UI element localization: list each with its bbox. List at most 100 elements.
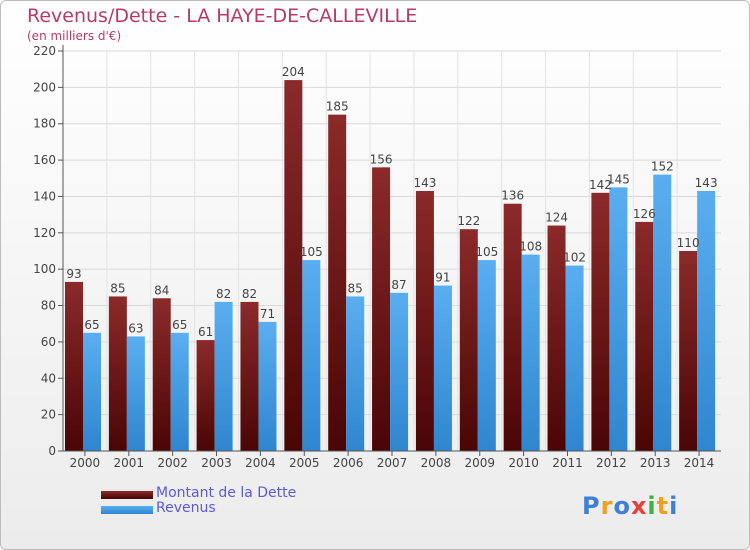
y-tick-label: 180	[33, 117, 56, 131]
bar-revenus	[609, 187, 628, 451]
data-label-dette: 82	[242, 287, 257, 301]
x-tick-label: 2005	[289, 456, 320, 470]
bar-revenus	[258, 321, 277, 451]
logo-letter: x	[630, 492, 648, 520]
bar-dette	[635, 221, 654, 451]
x-tick-label: 2002	[157, 456, 188, 470]
data-label-revenus: 108	[519, 240, 542, 254]
legend-label-revenus: Revenus	[156, 500, 216, 516]
data-label-dette: 136	[501, 189, 524, 203]
y-tick-label: 220	[33, 44, 56, 58]
y-tick-label: 100	[33, 262, 56, 276]
logo-letter: r	[600, 492, 614, 520]
data-label-dette: 185	[326, 100, 349, 114]
data-label-dette: 93	[66, 267, 81, 281]
legend-label-dette: Montant de la Dette	[156, 485, 297, 501]
data-label-dette: 84	[154, 283, 169, 297]
data-label-revenus: 145	[607, 172, 630, 186]
data-label-revenus: 71	[260, 307, 275, 321]
bar-revenus	[477, 260, 496, 451]
bar-dette	[65, 281, 83, 451]
bar-dette	[415, 191, 434, 451]
bar-dette	[240, 301, 259, 451]
data-label-revenus: 63	[128, 321, 143, 335]
data-label-dette: 204	[282, 65, 305, 79]
data-label-dette: 85	[110, 281, 125, 295]
data-label-revenus: 82	[216, 287, 231, 301]
bar-revenus	[346, 296, 365, 451]
bar-revenus	[214, 301, 233, 451]
y-tick-label: 40	[41, 371, 56, 385]
bar-dette	[108, 296, 127, 451]
bar-revenus	[170, 332, 189, 451]
data-label-dette: 124	[545, 211, 568, 225]
data-label-revenus: 87	[391, 278, 406, 292]
y-tick-label: 0	[48, 444, 56, 458]
bar-dette	[284, 80, 303, 451]
bar-revenus	[433, 285, 452, 451]
data-label-dette: 61	[198, 325, 213, 339]
bar-dette	[152, 298, 171, 451]
data-label-revenus: 152	[651, 160, 674, 174]
x-tick-label: 2006	[333, 456, 364, 470]
legend-swatch-dette	[101, 491, 153, 499]
bar-revenus	[521, 254, 540, 451]
bar-dette	[503, 203, 522, 451]
bar-dette	[196, 340, 215, 451]
bar-revenus	[390, 292, 409, 451]
x-tick-label: 2000	[70, 456, 101, 470]
x-tick-label: 2004	[245, 456, 276, 470]
chart-subtitle: (en milliers d'€)	[27, 29, 122, 43]
bar-revenus	[83, 332, 101, 451]
data-label-revenus: 85	[348, 281, 363, 295]
bar-revenus	[697, 191, 716, 451]
x-tick-label: 2014	[684, 456, 715, 470]
bar-dette	[328, 114, 347, 452]
proxiti-logo: Proxiti	[582, 492, 678, 520]
y-tick-label: 80	[41, 299, 56, 313]
y-tick-label: 120	[33, 226, 56, 240]
data-label-dette: 143	[413, 176, 436, 190]
y-tick-label: 20	[41, 408, 56, 422]
logo-letter: i	[669, 492, 679, 520]
x-tick-label: 2012	[596, 456, 627, 470]
x-tick-label: 2011	[552, 456, 583, 470]
data-label-revenus: 105	[300, 245, 323, 259]
bar-revenus	[126, 336, 145, 451]
y-tick-label: 160	[33, 153, 56, 167]
logo-letter: t	[656, 492, 670, 520]
bar-dette	[679, 251, 698, 451]
bars	[65, 80, 716, 452]
bar-revenus	[653, 174, 672, 452]
data-label-revenus: 102	[563, 251, 586, 265]
data-label-dette: 110	[677, 236, 700, 250]
data-label-revenus: 65	[172, 318, 187, 332]
data-label-dette: 126	[633, 207, 656, 221]
logo-letter: i	[647, 492, 657, 520]
x-tick-label: 2003	[201, 456, 232, 470]
x-tick-label: 2009	[464, 456, 495, 470]
bar-dette	[372, 167, 391, 451]
logo-letter: o	[613, 492, 631, 520]
data-label-revenus: 65	[84, 318, 99, 332]
y-tick-label: 200	[33, 80, 56, 94]
bar-dette	[591, 192, 610, 451]
x-tick-label: 2013	[640, 456, 671, 470]
chart-title: Revenus/Dette - LA HAYE-DE-CALLEVILLE	[27, 5, 418, 27]
x-tick-label: 2008	[421, 456, 452, 470]
data-label-revenus: 143	[695, 176, 718, 190]
data-label-revenus: 91	[435, 271, 450, 285]
legend-swatch-revenus	[101, 506, 153, 514]
y-tick-label: 60	[41, 335, 56, 349]
logo-letter: P	[582, 492, 601, 520]
bar-dette	[459, 229, 478, 451]
x-tick-label: 2007	[377, 456, 408, 470]
data-label-dette: 156	[370, 152, 393, 166]
axes: 0 20 40 60 80 100 120 140 160 180 200 220 2000 2001 20…	[33, 44, 721, 470]
data-label-dette: 142	[589, 178, 612, 192]
data-label-revenus: 105	[475, 245, 498, 259]
bar-revenus	[302, 260, 321, 451]
